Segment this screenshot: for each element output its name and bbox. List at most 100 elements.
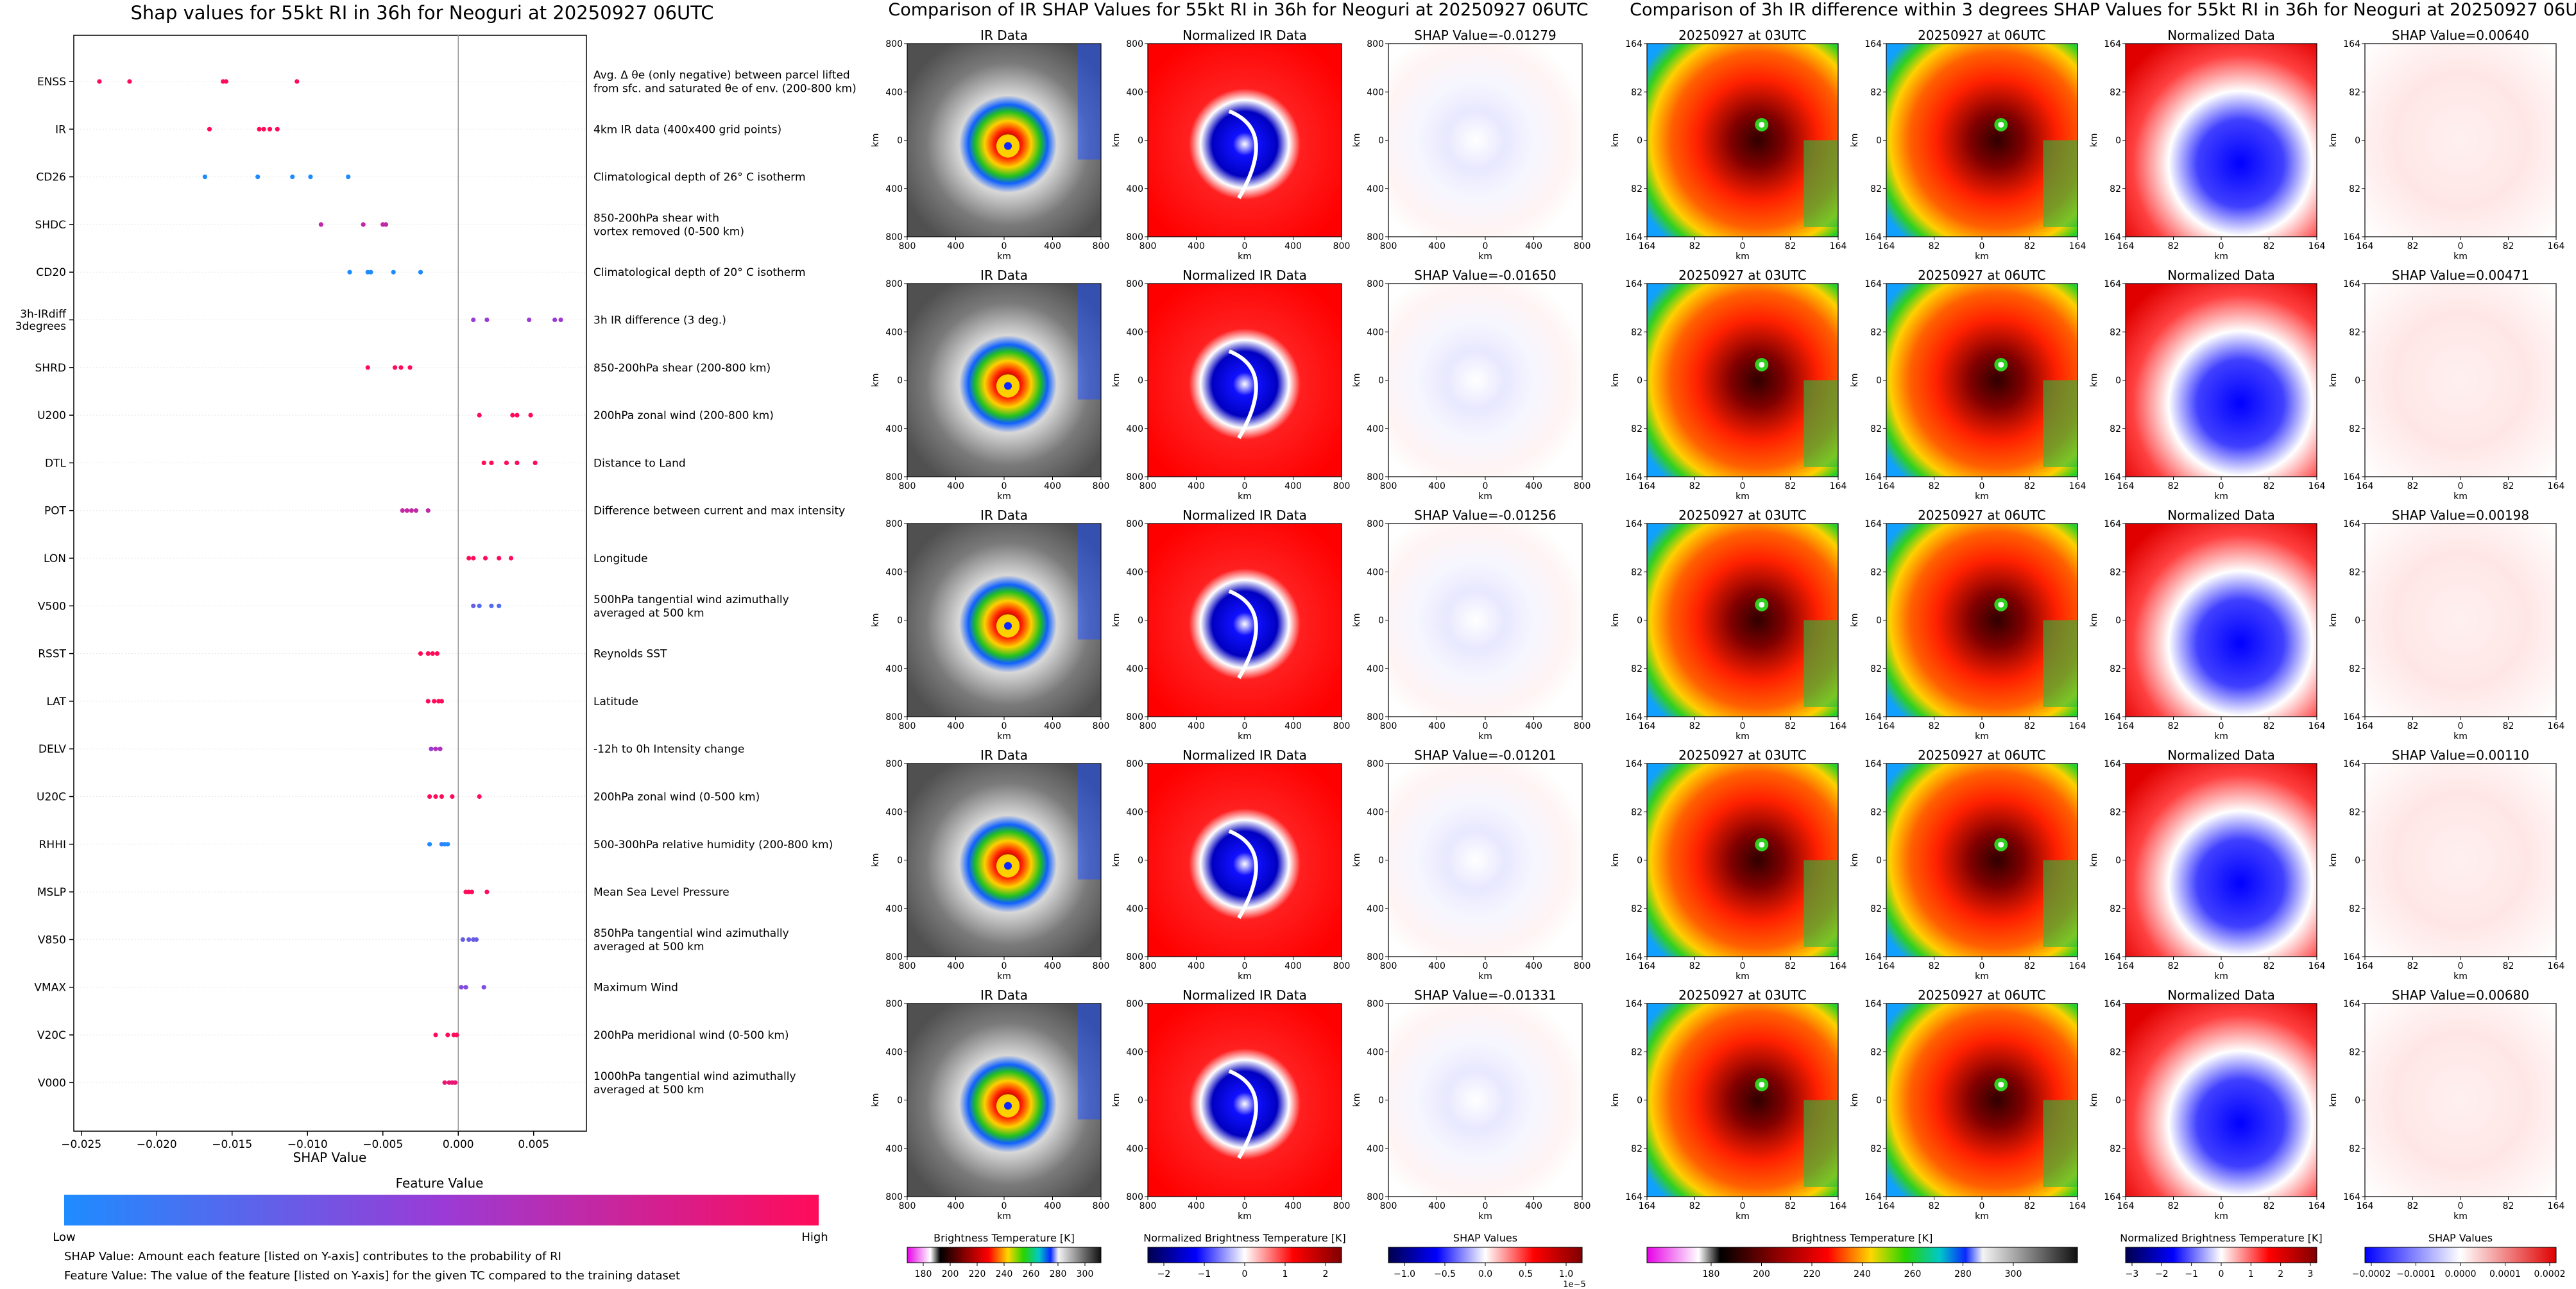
x-tick-label: 164: [2069, 961, 2086, 971]
x-tick-label: 82: [2168, 1201, 2179, 1211]
y-tick-label: 82: [1631, 807, 1642, 817]
x-tick-label: 164: [1639, 481, 1656, 491]
shap-point: [429, 746, 434, 751]
y-axis-unit: km: [1850, 1093, 1860, 1107]
y-tick-label: 400: [885, 327, 903, 337]
x-tick-label: −0.005: [363, 1138, 403, 1151]
colorbar-tick-label: 0: [1242, 1269, 1248, 1279]
y-tick-label: 82: [2110, 567, 2121, 577]
x-tick-label: 82: [2024, 961, 2036, 971]
x-tick-label: 82: [1689, 961, 1701, 971]
shap-point: [477, 413, 482, 418]
x-tick-label: 0: [1740, 1201, 1746, 1211]
irdiff-normalized-title: Normalized Data: [2167, 987, 2275, 1003]
shap-point: [425, 699, 431, 704]
y-tick-label: 800: [1126, 472, 1143, 482]
colorbar-tick-label: 0.0000: [2445, 1269, 2477, 1279]
y-axis-unit: km: [2089, 373, 2099, 388]
y-tick-label: 164: [2343, 39, 2360, 49]
x-tick-label: 800: [1139, 481, 1157, 491]
y-tick-label: 400: [885, 424, 903, 434]
x-axis-unit: km: [2214, 1211, 2228, 1222]
feature-name: U20C: [37, 791, 66, 804]
x-tick-label: 800: [1333, 481, 1351, 491]
image-feature: [1077, 764, 1101, 880]
feature-description: 3h IR difference (3 deg.): [593, 314, 726, 327]
feature-description: Difference between current and max inten…: [593, 505, 845, 518]
y-axis-unit: km: [1850, 373, 1860, 388]
x-tick-label: 400: [1428, 481, 1446, 491]
image-feature: [2043, 860, 2077, 947]
y-axis-unit: km: [871, 853, 881, 867]
x-tick-label: 82: [1785, 721, 1796, 731]
shap-point: [427, 794, 432, 799]
y-tick-label: 82: [1870, 1047, 1882, 1057]
x-tick-label: 400: [1284, 961, 1302, 971]
shap-point: [425, 651, 431, 656]
x-tick-label: 0: [2219, 961, 2224, 971]
colorbar-tick-label: 220: [969, 1269, 986, 1279]
y-tick-label: 82: [1631, 87, 1642, 98]
image-field: [1148, 1003, 1342, 1197]
colorbar-tick-label: 240: [996, 1269, 1013, 1279]
colorbar-tick-label: 2: [2278, 1269, 2283, 1279]
y-tick-label: 800: [1367, 472, 1384, 482]
y-tick-label: 0: [897, 856, 903, 866]
x-tick-label: 82: [2168, 721, 2179, 731]
x-tick-label: 0.000: [443, 1138, 474, 1151]
colorbar-tick-label: 1.0: [1559, 1269, 1573, 1279]
x-axis-unit: km: [997, 252, 1011, 262]
y-tick-label: 82: [2110, 424, 2121, 434]
y-axis-unit: km: [1111, 133, 1122, 148]
x-tick-label: 400: [1428, 241, 1446, 252]
y-tick-label: 0: [1138, 136, 1143, 146]
y-axis-unit: km: [1111, 1093, 1122, 1107]
x-tick-label: 800: [899, 961, 916, 971]
x-tick-label: 0: [2458, 721, 2464, 731]
irdiff-normalized-title: Normalized Data: [2167, 28, 2275, 43]
feature-description: 500-300hPa relative humidity (200-800 km…: [593, 839, 833, 851]
x-axis-unit: km: [1736, 491, 1750, 502]
y-axis-unit: km: [2328, 1093, 2339, 1107]
y-axis-unit: km: [2328, 133, 2339, 148]
y-tick-label: 164: [1625, 39, 1642, 49]
image-feature: [1998, 121, 2004, 128]
x-tick-label: 800: [899, 1201, 916, 1211]
ir-colorbars: Brightness Temperature [K] 180 200 220 240 26…: [907, 1232, 1586, 1289]
colorbar-tick-label: 180: [915, 1269, 932, 1279]
irdiff-06utc-title: 20250927 at 06UTC: [1918, 747, 2046, 763]
x-axis-unit: km: [2214, 971, 2228, 982]
x-tick-label: 164: [2069, 1201, 2086, 1211]
x-tick-label: 800: [1093, 1201, 1110, 1211]
x-tick-label: 400: [1284, 721, 1302, 731]
y-tick-label: 0: [1637, 1096, 1642, 1106]
x-tick-label: 0: [1979, 481, 1985, 491]
x-tick-label: 800: [1380, 1201, 1397, 1211]
feature-description: averaged at 500 km: [593, 941, 704, 953]
irdiff-shap-title: SHAP Value=0.00640: [2392, 28, 2529, 43]
image-field: [2365, 524, 2556, 717]
feature-name: CD26: [36, 171, 66, 184]
y-tick-label: 0: [2115, 856, 2121, 866]
y-tick-label: 82: [1870, 807, 1882, 817]
y-tick-label: 164: [2343, 712, 2360, 722]
colorbar-title: Brightness Temperature [K]: [1792, 1232, 1933, 1244]
x-tick-label: 0: [1740, 481, 1746, 491]
colorbar-tick-label: 180: [1703, 1269, 1720, 1279]
footnote-shap: SHAP Value: Amount each feature [listed …: [64, 1250, 561, 1263]
shap-point: [361, 222, 366, 227]
y-tick-label: 164: [1625, 1192, 1642, 1202]
x-tick-label: 0: [1242, 241, 1248, 252]
shap-point: [438, 746, 443, 751]
y-tick-label: 82: [1870, 1144, 1882, 1154]
shap-point: [430, 651, 435, 656]
y-tick-label: 164: [1864, 712, 1882, 722]
